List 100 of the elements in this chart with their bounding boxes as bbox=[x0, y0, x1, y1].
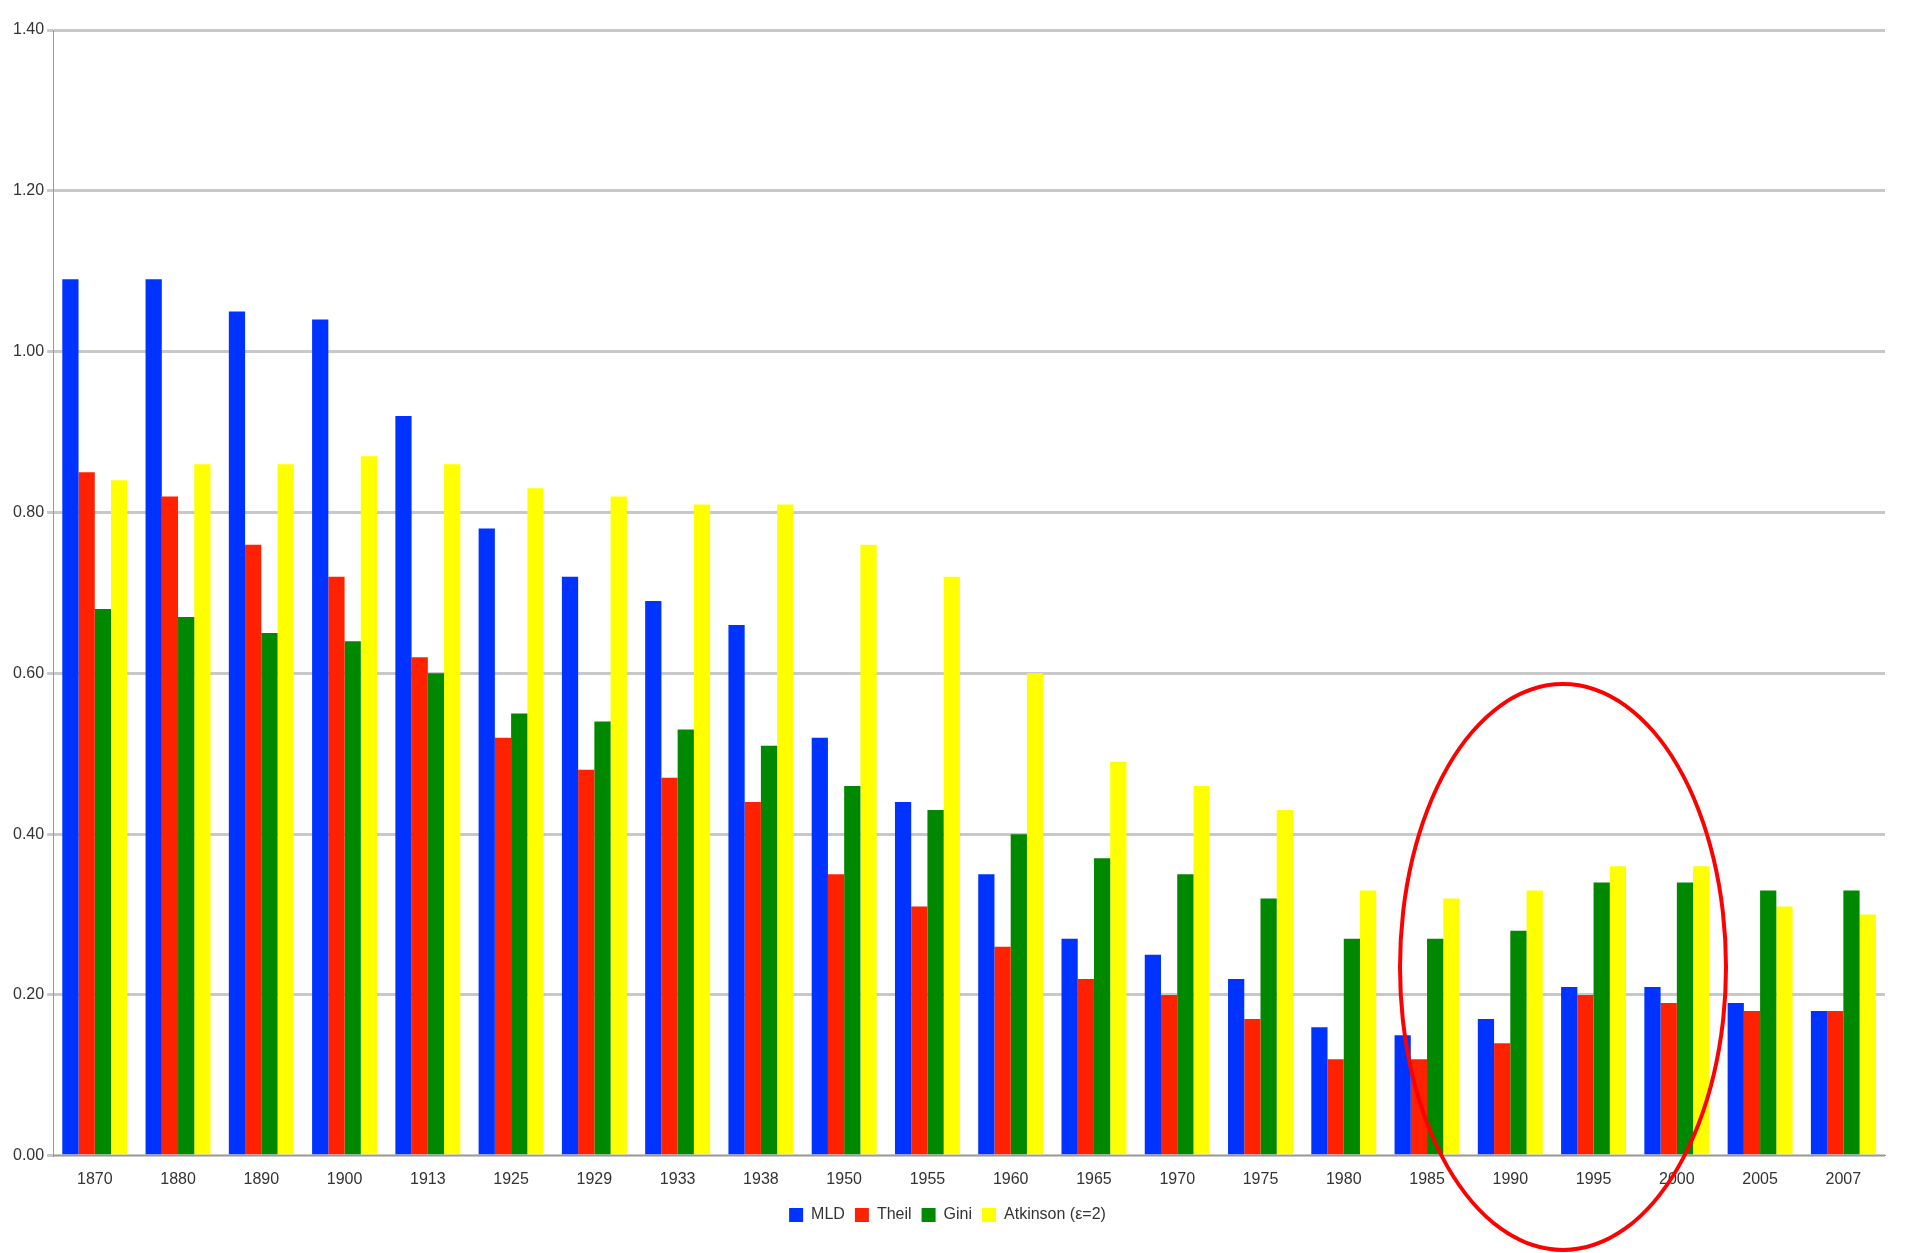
bar bbox=[478, 528, 495, 1155]
legend-label: Atkinson (ε=2) bbox=[1004, 1205, 1106, 1223]
y-tick-label: 0.40 bbox=[13, 824, 45, 842]
bar bbox=[1743, 1011, 1761, 1155]
bar bbox=[94, 608, 112, 1155]
x-tick-label: 1975 bbox=[1242, 1169, 1279, 1187]
x-tick-label: 1955 bbox=[909, 1169, 946, 1187]
bar bbox=[610, 496, 627, 1155]
x-tick-label: 1995 bbox=[1575, 1169, 1612, 1187]
bar bbox=[1144, 954, 1161, 1155]
bar bbox=[811, 737, 828, 1155]
x-tick-label: 1933 bbox=[659, 1169, 696, 1187]
x-tick-label: 1960 bbox=[992, 1169, 1029, 1187]
bar bbox=[894, 801, 912, 1155]
y-tick-label: 0.20 bbox=[13, 985, 45, 1003]
bar bbox=[1827, 1011, 1844, 1155]
bar bbox=[1609, 866, 1627, 1155]
bar bbox=[62, 279, 79, 1155]
bar bbox=[427, 673, 445, 1155]
bar bbox=[943, 576, 960, 1155]
bar bbox=[494, 737, 512, 1155]
bar bbox=[1110, 761, 1127, 1155]
y-tick-label: 1.20 bbox=[13, 181, 45, 199]
bar bbox=[1343, 938, 1361, 1155]
bar bbox=[1810, 1011, 1828, 1155]
bar bbox=[1443, 898, 1460, 1155]
bar bbox=[1561, 986, 1578, 1155]
bar bbox=[1859, 914, 1876, 1155]
x-tick-label: 1950 bbox=[826, 1169, 863, 1187]
bar bbox=[1327, 1059, 1344, 1155]
bar bbox=[1360, 890, 1377, 1155]
bar bbox=[677, 729, 694, 1155]
bar bbox=[395, 415, 412, 1155]
bar bbox=[561, 576, 579, 1155]
bar bbox=[594, 721, 611, 1155]
bar bbox=[1193, 785, 1210, 1155]
bar bbox=[645, 600, 662, 1155]
bar bbox=[245, 544, 262, 1155]
bar bbox=[444, 464, 461, 1155]
bar bbox=[1477, 1019, 1495, 1155]
x-tick-label: 1900 bbox=[326, 1169, 363, 1187]
bar bbox=[360, 456, 378, 1155]
x-tick-label: 1965 bbox=[1076, 1169, 1112, 1187]
bar bbox=[1276, 810, 1293, 1155]
bar bbox=[1394, 1035, 1411, 1155]
bar bbox=[844, 785, 861, 1155]
bar bbox=[1161, 994, 1178, 1155]
bar bbox=[178, 617, 195, 1155]
bar bbox=[228, 311, 246, 1155]
bar bbox=[261, 633, 278, 1155]
x-tick-label: 1913 bbox=[410, 1169, 446, 1187]
x-tick-label: 1980 bbox=[1325, 1169, 1362, 1187]
bar bbox=[744, 801, 761, 1155]
bar bbox=[161, 496, 179, 1155]
bar bbox=[1260, 898, 1277, 1155]
bar bbox=[1776, 906, 1793, 1155]
bar bbox=[194, 464, 211, 1155]
bar bbox=[1244, 1019, 1261, 1155]
bar bbox=[1644, 986, 1661, 1155]
bar bbox=[145, 279, 162, 1155]
legend-label: MLD bbox=[811, 1205, 845, 1223]
y-tick-label: 1.40 bbox=[13, 20, 45, 38]
bar bbox=[1093, 858, 1111, 1155]
x-tick-label: 1890 bbox=[243, 1169, 280, 1187]
bar bbox=[1526, 890, 1543, 1155]
bar bbox=[277, 464, 294, 1155]
bar bbox=[344, 641, 361, 1155]
x-tick-label: 1880 bbox=[160, 1169, 196, 1187]
y-tick-label: 0.80 bbox=[13, 502, 45, 520]
bar bbox=[1077, 978, 1094, 1155]
bar bbox=[728, 625, 745, 1155]
x-tick-label: 1985 bbox=[1409, 1169, 1445, 1187]
bar bbox=[1760, 890, 1777, 1155]
bar bbox=[578, 769, 595, 1155]
legend-label: Gini bbox=[943, 1205, 973, 1223]
bar bbox=[777, 504, 794, 1155]
x-tick-label: 1990 bbox=[1492, 1169, 1529, 1187]
bar bbox=[1727, 1003, 1744, 1155]
bar bbox=[760, 745, 778, 1155]
bar bbox=[927, 810, 944, 1155]
legend-label: Theil bbox=[876, 1205, 912, 1223]
bar bbox=[1026, 673, 1044, 1155]
bar bbox=[1676, 882, 1694, 1155]
bar bbox=[1311, 1027, 1328, 1155]
x-tick-label: 1929 bbox=[576, 1169, 613, 1187]
x-tick-label: 1870 bbox=[76, 1169, 113, 1187]
bar bbox=[693, 504, 711, 1155]
bar bbox=[411, 657, 428, 1155]
bar bbox=[827, 874, 845, 1155]
x-tick-label: 1970 bbox=[1159, 1169, 1196, 1187]
x-tick-label: 2005 bbox=[1742, 1169, 1778, 1187]
bar bbox=[978, 874, 995, 1155]
bar bbox=[1228, 978, 1245, 1155]
bar bbox=[860, 544, 877, 1155]
x-tick-label: 1938 bbox=[743, 1169, 779, 1187]
y-tick-label: 1.00 bbox=[13, 342, 45, 360]
bar bbox=[661, 777, 678, 1155]
bar bbox=[1593, 882, 1610, 1155]
bar bbox=[1061, 938, 1078, 1155]
y-tick-label: 0.60 bbox=[13, 663, 45, 681]
